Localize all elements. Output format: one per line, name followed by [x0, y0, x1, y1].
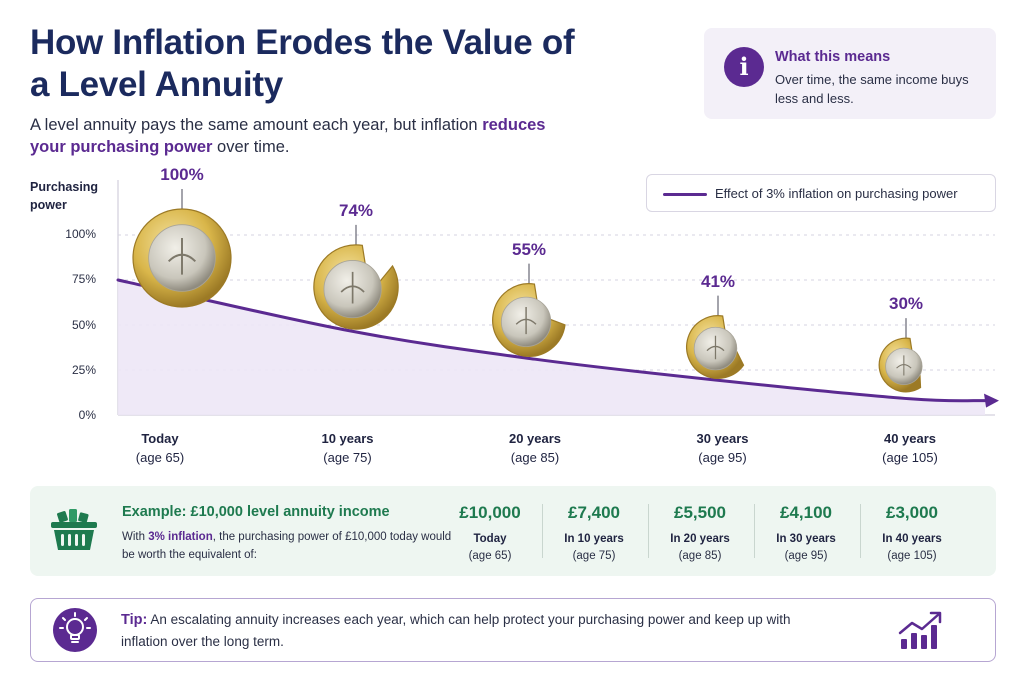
series-line — [116, 278, 987, 403]
x-tick-main: 20 years — [508, 431, 562, 446]
info-title: What this means — [775, 49, 891, 65]
x-tick-sub: (age 85) — [510, 450, 560, 465]
info-text: Over time, the same income buys less and… — [775, 72, 969, 106]
example-age: (age 65) — [468, 550, 512, 562]
example-text-start: With — [122, 531, 149, 543]
x-tick-sub: (age 105) — [882, 450, 938, 465]
area-fill — [118, 280, 985, 415]
x-tick-main: 30 years — [696, 431, 749, 446]
divider — [542, 504, 543, 558]
y-tick-label: 25% — [71, 363, 96, 377]
x-tick-main: 40 years — [883, 431, 937, 446]
example-text-end: , the purchasing power of £10,000 today … — [122, 531, 452, 561]
data-label: 30% — [888, 294, 924, 314]
y-tick-label: 0% — [78, 408, 96, 422]
example-age: (age 105) — [887, 550, 937, 562]
example-age: (age 75) — [572, 550, 616, 562]
x-tick-label: 30 years (age 95) — [668, 429, 778, 467]
x-tick-sub: (age 95) — [698, 450, 747, 465]
coin-emblem — [515, 306, 537, 335]
x-tick-label: 10 years (age 75) — [293, 429, 403, 467]
divider — [648, 504, 649, 558]
x-tick-sub: (age 65) — [135, 450, 185, 465]
y-axis-title: Purchasing power — [30, 180, 99, 212]
coin-emblem — [706, 335, 725, 360]
tip-label: Tip: — [121, 612, 148, 628]
example-period: In 20 years — [670, 533, 730, 545]
chart-legend: Effect of 3% inflation on purchasing pow… — [646, 174, 996, 212]
example-period: In 10 years — [564, 533, 624, 545]
divider — [754, 504, 755, 558]
info-callout: i What this means Over time, the same in… — [704, 28, 996, 119]
tip-body: An escalating annuity increases each yea… — [121, 612, 791, 649]
subtitle-highlight: reduces your purchasing power — [30, 116, 546, 156]
lightbulb-icon — [53, 608, 97, 652]
tip-panel: Tip: An escalating annuity increases eac… — [30, 598, 996, 662]
y-tick-label: 50% — [71, 318, 96, 332]
tip-text: Tip: An escalating annuity increases eac… — [121, 609, 801, 652]
example-text: With 3% inflation, the purchasing power … — [122, 528, 462, 564]
example-amount: £3,000 — [886, 503, 938, 522]
x-tick-main: Today — [141, 431, 179, 446]
subtitle-text-end: over time. — [212, 138, 290, 156]
example-value: £4,100 In 30 years (age 95) — [754, 500, 858, 565]
page-subtitle: A level annuity pays the same amount eac… — [30, 114, 550, 158]
example-period: In 40 years — [882, 533, 942, 545]
divider — [860, 504, 861, 558]
coin-emblem — [167, 238, 197, 275]
data-label: 55% — [511, 239, 547, 259]
legend-swatch — [663, 193, 707, 196]
data-label: 100% — [160, 165, 204, 184]
y-tick-label: 75% — [71, 272, 96, 286]
example-text-highlight: 3% inflation — [148, 531, 213, 543]
x-tick-label: 40 years (age 105) — [855, 429, 965, 467]
subtitle-text-start: A level annuity pays the same amount eac… — [30, 116, 483, 134]
page-title: How Inflation Erodes the Value of a Leve… — [30, 23, 575, 104]
data-label: 41% — [700, 271, 736, 291]
x-tick-label: 20 years (age 85) — [480, 429, 590, 467]
data-label: 74% — [338, 200, 374, 220]
example-title: Example: £10,000 level annuity income — [122, 504, 390, 520]
coin-emblem — [896, 355, 912, 376]
example-amount: £10,000 — [459, 503, 521, 522]
x-tick-main: 10 years — [321, 431, 374, 446]
example-amount: £4,100 — [780, 503, 832, 522]
x-tick-label: Today (age 65) — [105, 429, 215, 467]
shopping-basket-icon — [51, 509, 97, 550]
info-icon: i — [724, 47, 764, 87]
coin-emblem — [340, 271, 365, 304]
growth-chart-icon — [898, 611, 942, 649]
example-age: (age 95) — [784, 550, 828, 562]
arrow-head — [984, 393, 999, 408]
example-amount: £5,500 — [674, 503, 726, 522]
example-amount: £7,400 — [568, 503, 620, 522]
example-period: In 30 years — [776, 533, 836, 545]
example-value: £3,000 In 40 years (age 105) — [860, 500, 964, 565]
legend-label: Effect of 3% inflation on purchasing pow… — [715, 186, 958, 201]
y-tick-label: 100% — [65, 227, 96, 241]
example-value: £5,500 In 20 years (age 85) — [648, 500, 752, 565]
example-period: Today — [473, 533, 507, 545]
example-value: £10,000 Today (age 65) — [438, 500, 542, 565]
example-panel: Example: £10,000 level annuity income Wi… — [30, 486, 996, 576]
example-age: (age 85) — [678, 550, 722, 562]
example-value: £7,400 In 10 years (age 75) — [542, 500, 646, 565]
x-tick-sub: (age 75) — [323, 450, 372, 465]
